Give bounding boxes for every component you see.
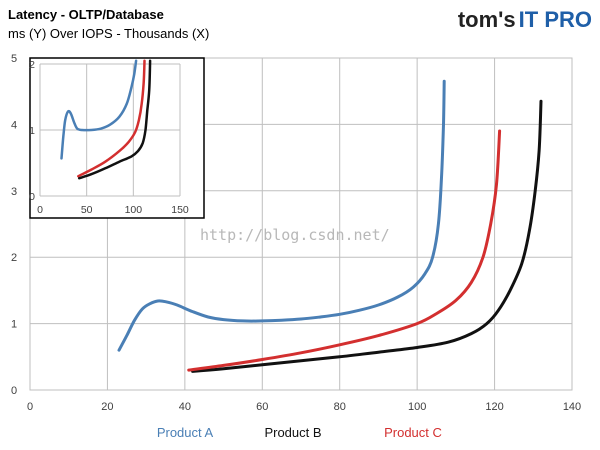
- series-line-product-a: [117, 79, 446, 352]
- series-line-product-c: [187, 129, 502, 372]
- main-y-axis: 0 1 2 3 4 5: [11, 53, 17, 397]
- legend-item-product-a: Product A: [157, 425, 214, 440]
- inset-series-lines: [60, 59, 152, 180]
- inset-grid: [39, 63, 181, 197]
- chart-title: Latency - OLTP/Database: [8, 7, 164, 22]
- inset-y-axis: 0 1 2: [29, 59, 35, 203]
- legend: Product A Product B Product C: [157, 425, 442, 440]
- y-tick-label: 2: [11, 252, 17, 264]
- brand-logo: tom's IT PRO: [458, 7, 592, 32]
- x-tick-label: 20: [101, 401, 113, 413]
- main-series-lines: [117, 79, 543, 373]
- x-tick-label: 40: [179, 401, 191, 413]
- inset-frame: [29, 57, 205, 219]
- inset-y-tick-label: 2: [29, 59, 35, 71]
- x-tick-label: 60: [256, 401, 268, 413]
- y-tick-label: 4: [11, 119, 17, 131]
- brand-logo-part2: IT PRO: [519, 7, 592, 32]
- x-tick-label: 0: [27, 401, 33, 413]
- y-tick-label: 3: [11, 186, 17, 198]
- inset-series-line-product-c: [77, 59, 146, 178]
- inset-series-line-product-b: [77, 59, 152, 180]
- chart-subtitle: ms (Y) Over IOPS - Thousands (X): [8, 26, 209, 41]
- x-tick-label: 80: [334, 401, 346, 413]
- inset-y-tick-label: 1: [29, 125, 35, 137]
- brand-logo-part1: tom's: [458, 7, 516, 32]
- inset-series-line-product-a: [60, 59, 138, 160]
- legend-item-product-b: Product B: [264, 425, 321, 440]
- svg-text:tom'sIT PRO: tom's IT PRO: [458, 7, 592, 32]
- y-tick-label: 1: [11, 319, 17, 331]
- x-tick-label: 120: [485, 401, 503, 413]
- inset-x-tick-label: 50: [81, 204, 93, 216]
- x-tick-label: 140: [563, 401, 581, 413]
- y-tick-label: 5: [11, 53, 17, 65]
- inset-x-axis: 0 50 100 150: [37, 204, 189, 216]
- inset-y-tick-label: 0: [29, 191, 35, 203]
- inset-x-tick-label: 0: [37, 204, 43, 216]
- main-x-axis: 0 20 40 60 80 100 120 140: [27, 401, 581, 413]
- inset-x-tick-label: 150: [171, 204, 189, 216]
- inset-chart: 0 1 2 0 50 100 150: [29, 57, 205, 219]
- watermark: http://blog.csdn.net/: [200, 226, 390, 244]
- series-line-product-b: [191, 99, 543, 373]
- y-tick-label: 0: [11, 385, 17, 397]
- legend-item-product-c: Product C: [384, 425, 442, 440]
- x-tick-label: 100: [408, 401, 426, 413]
- inset-x-tick-label: 100: [125, 204, 143, 216]
